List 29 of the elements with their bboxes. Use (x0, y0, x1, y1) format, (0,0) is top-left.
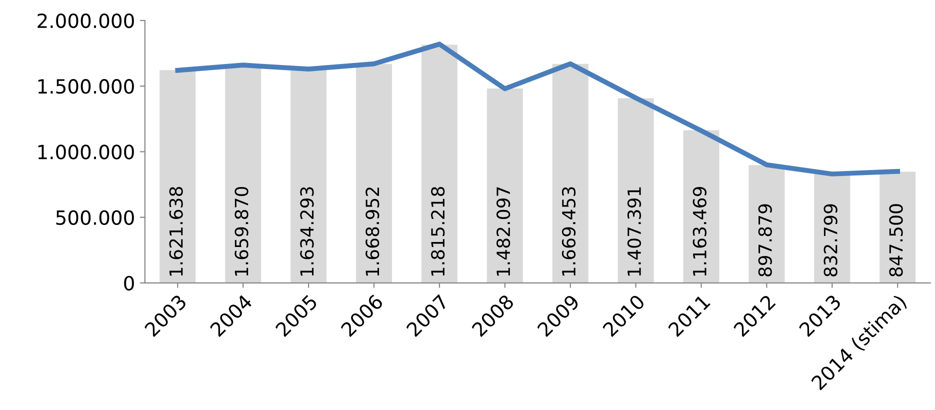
data-label: 1.669.453 (562, 187, 576, 276)
data-label: 1.815.218 (431, 186, 445, 276)
data-label: 1.634.293 (300, 187, 314, 276)
data-label: 1.407.391 (627, 187, 642, 276)
data-label: 1.482.097 (496, 187, 510, 276)
bar (421, 44, 458, 283)
bar (356, 64, 392, 283)
data-label: 1.163.469 (692, 187, 706, 276)
y-tick-label: 1.500.000 (38, 79, 134, 94)
bar (486, 88, 523, 283)
y-tick-label: 0 (124, 276, 134, 291)
bar (814, 174, 850, 283)
bar (160, 70, 196, 283)
data-label: 847.500 (889, 204, 903, 276)
bar (683, 130, 720, 283)
data-label: 1.668.952 (366, 188, 380, 276)
y-tick-label: 1.000.000 (38, 144, 134, 160)
y-tick-label: 500.000 (56, 210, 134, 225)
bar (290, 68, 327, 283)
data-label: 1.659.870 (234, 186, 248, 276)
bar (552, 64, 588, 283)
data-label: 1.621.638 (169, 186, 183, 276)
bar (880, 172, 916, 283)
data-label: 832.799 (824, 204, 838, 276)
y-tick-label: 2.000.000 (38, 13, 134, 28)
data-label: 897.879 (758, 204, 772, 276)
line-series (175, 42, 900, 176)
bar (748, 165, 785, 283)
bar (618, 98, 654, 283)
